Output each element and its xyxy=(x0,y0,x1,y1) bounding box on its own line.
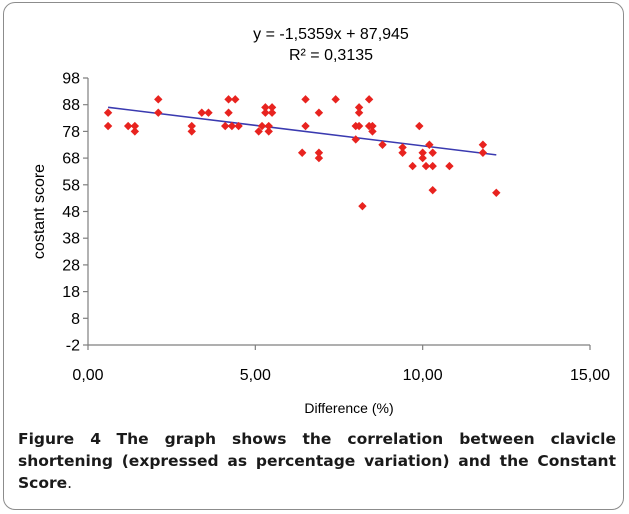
data-point xyxy=(478,140,488,149)
axes: 98 88 78 68 58 48 38 28 18 8 -2 0,00 5,00 10,00 15,00 xyxy=(62,71,610,385)
data-point xyxy=(224,95,233,104)
y-tick-label: -2 xyxy=(66,338,80,355)
data-point xyxy=(231,95,240,104)
data-point xyxy=(221,121,230,131)
data-point xyxy=(351,135,360,144)
data-point xyxy=(418,148,427,157)
figure-panel: y = -1,5359x + 87,945 R² = 0,3135 costan… xyxy=(3,2,624,510)
x-tick-label: 10,00 xyxy=(403,367,443,384)
data-point xyxy=(234,121,243,131)
data-point xyxy=(418,153,427,163)
data-point xyxy=(130,121,140,131)
data-point xyxy=(354,121,364,131)
data-point xyxy=(354,108,364,117)
data-point xyxy=(445,161,454,171)
figure-description: The graph shows the correlation between … xyxy=(18,430,617,492)
data-point xyxy=(492,188,501,198)
trendline xyxy=(107,106,497,156)
data-point xyxy=(154,108,163,117)
data-point xyxy=(123,121,133,131)
data-point xyxy=(301,121,310,131)
data-point xyxy=(415,121,424,131)
data-point xyxy=(354,103,364,112)
data-point xyxy=(428,161,437,171)
data-point xyxy=(368,121,377,131)
data-point xyxy=(478,148,488,157)
data-point xyxy=(130,127,140,136)
points-group xyxy=(103,95,501,211)
data-point xyxy=(197,108,206,117)
data-point xyxy=(314,108,324,117)
data-point xyxy=(267,103,277,112)
data-point xyxy=(257,121,267,131)
figure-caption: Figure 4 The graph shows the correlation… xyxy=(18,428,616,494)
y-axis-label: costant score xyxy=(31,164,48,259)
data-point xyxy=(264,121,273,131)
trendline-group xyxy=(107,106,497,156)
data-point xyxy=(267,108,277,117)
data-point xyxy=(224,108,233,117)
data-point xyxy=(187,127,196,136)
figure-label: Figure 4 xyxy=(18,430,101,448)
data-point xyxy=(261,108,270,117)
data-point xyxy=(408,161,417,171)
y-tick-label: 38 xyxy=(62,231,80,248)
data-point xyxy=(428,185,437,195)
data-point xyxy=(331,95,340,104)
data-point xyxy=(297,148,307,157)
data-point xyxy=(364,95,374,104)
data-point xyxy=(398,148,407,157)
regression-equation: y = -1,5359x + 87,945 xyxy=(253,26,409,43)
data-point xyxy=(187,121,196,131)
data-point xyxy=(398,143,407,152)
y-tick-label: 88 xyxy=(62,97,80,114)
r-squared-label: R² = 0,3135 xyxy=(289,47,373,64)
y-tick-label: 28 xyxy=(62,257,80,274)
data-point xyxy=(103,121,113,131)
x-tick-label: 5,00 xyxy=(240,367,271,384)
data-point xyxy=(421,161,431,171)
data-point xyxy=(227,121,237,131)
y-tick-label: 98 xyxy=(62,71,80,88)
caption-period: . xyxy=(67,474,73,492)
data-point xyxy=(368,127,377,136)
x-axis-label: Difference (%) xyxy=(304,400,393,416)
data-point xyxy=(428,148,437,157)
y-tick-label: 68 xyxy=(62,151,80,168)
x-tick-label: 0,00 xyxy=(72,367,103,384)
data-point xyxy=(358,201,367,211)
data-point xyxy=(103,108,113,117)
data-point xyxy=(314,153,324,163)
y-tick-label: 18 xyxy=(62,284,80,301)
y-tick-label: 8 xyxy=(71,311,80,328)
x-tick-label: 15,00 xyxy=(570,367,610,384)
data-point xyxy=(154,95,163,104)
scatter-chart: y = -1,5359x + 87,945 R² = 0,3135 costan… xyxy=(31,26,610,416)
data-point xyxy=(264,127,273,136)
data-point xyxy=(314,148,324,157)
data-point xyxy=(204,108,213,117)
y-tick-label: 78 xyxy=(62,124,80,141)
y-tick-label: 48 xyxy=(62,204,80,221)
data-point xyxy=(425,140,434,149)
y-tick-label: 58 xyxy=(62,177,80,194)
data-point xyxy=(378,140,387,149)
data-point xyxy=(301,95,310,104)
data-point xyxy=(261,103,270,112)
